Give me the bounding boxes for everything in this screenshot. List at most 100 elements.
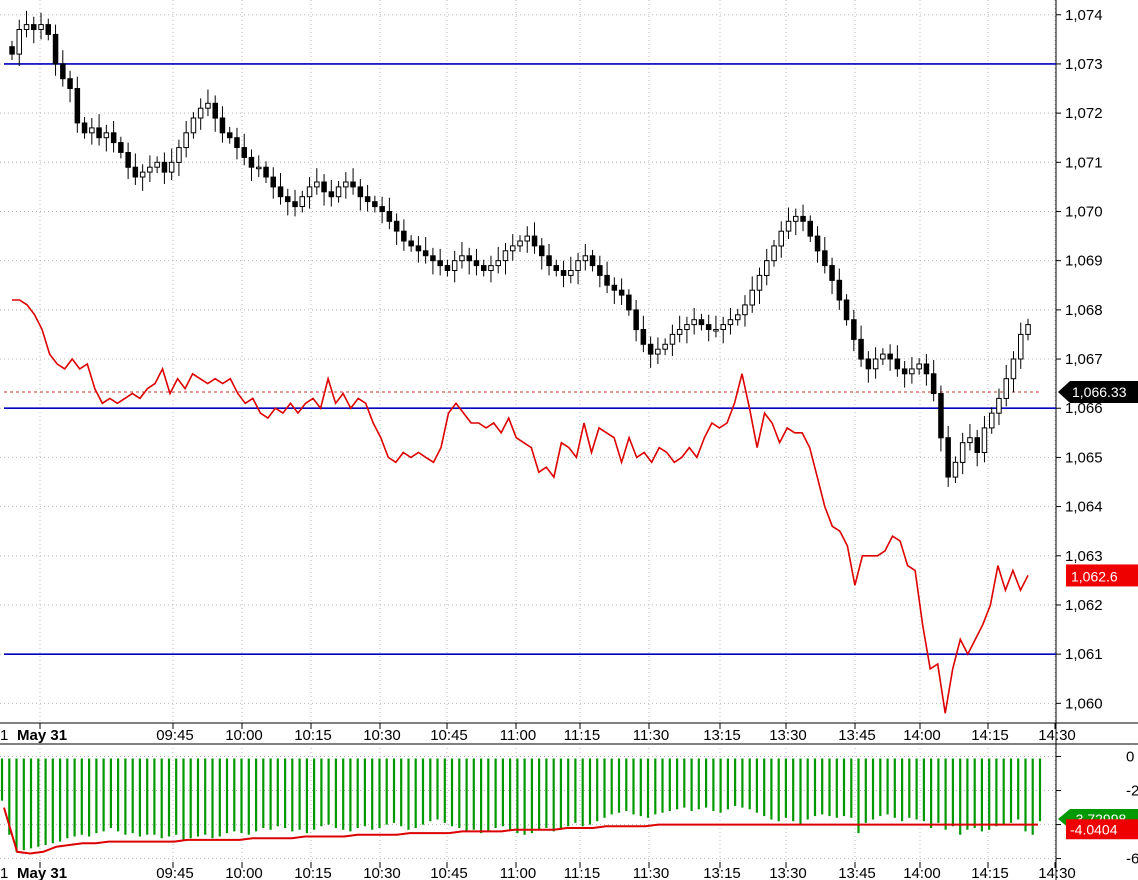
- candle-up: [1018, 333, 1024, 360]
- candle-down: [241, 147, 247, 158]
- candle-up: [676, 329, 683, 335]
- candle-down: [887, 353, 893, 360]
- x-tick-label-date: May 31: [17, 865, 67, 880]
- candle-down: [836, 279, 843, 301]
- y-tick-label: -6: [1126, 851, 1138, 868]
- candle-up: [568, 270, 574, 276]
- y-tick-label: 1,060: [1065, 695, 1103, 712]
- candle-up: [147, 166, 153, 173]
- candle-up: [967, 437, 973, 444]
- candle-down: [248, 156, 255, 168]
- candle-down: [270, 176, 276, 188]
- y-tick-label: 1,062: [1065, 597, 1103, 614]
- x-tick-label: 11:00: [500, 727, 536, 744]
- candle-down: [350, 181, 356, 188]
- candle-down: [640, 329, 647, 345]
- y-tick-label: 0: [1126, 749, 1134, 766]
- candle-up: [1025, 324, 1031, 335]
- x-tick-label: 11:30: [633, 727, 669, 744]
- candle-down: [328, 191, 335, 198]
- candle-up: [575, 260, 581, 272]
- candle-down: [31, 24, 37, 31]
- indicator-badge: -4.0404: [1070, 821, 1118, 837]
- y-tick-label: 1,064: [1065, 499, 1103, 516]
- x-tick-label: 11:15: [564, 865, 600, 880]
- candle-up: [495, 260, 501, 267]
- candle-down: [219, 117, 226, 134]
- indicator-line: [3, 807, 1038, 855]
- candle-down: [858, 338, 864, 360]
- candle-down: [444, 265, 451, 272]
- candle-down: [386, 211, 393, 222]
- candle-down: [829, 265, 835, 281]
- x-tick-label: 13:15: [703, 865, 741, 880]
- x-tick-label: 14:15: [971, 727, 1009, 744]
- candle-down: [379, 206, 385, 213]
- x-tick-label: 1: [0, 727, 8, 744]
- candle-up: [691, 319, 697, 326]
- horizontal-lines[interactable]: [4, 63, 1056, 655]
- x-tick-label: 14:00: [903, 865, 941, 880]
- candle-down: [604, 274, 610, 286]
- candle-up: [459, 255, 465, 262]
- candle-up: [916, 363, 922, 370]
- y-tick-label: 1,073: [1065, 56, 1103, 73]
- x-tick-label: 11:30: [633, 865, 669, 880]
- candle-up: [168, 161, 175, 173]
- x-tick-label: 13:30: [769, 865, 807, 880]
- price-x-axis: 1 May 31 09:45 10:00 10:15 10:30 10:45 11:00 11:…: [0, 723, 1076, 744]
- candle-down: [626, 294, 632, 311]
- candle-down: [52, 33, 59, 65]
- candle-down: [945, 437, 951, 478]
- candle-down: [292, 201, 298, 208]
- candle-up: [190, 117, 197, 134]
- x-tick-label: 10:00: [225, 727, 263, 744]
- comparison-line-layer: [12, 299, 1029, 714]
- candle-down: [938, 393, 944, 439]
- candle-up: [720, 324, 726, 331]
- candle-up: [756, 274, 763, 291]
- candle-down: [705, 324, 712, 331]
- candle-up: [139, 171, 146, 178]
- x-tick-label: 10:45: [430, 865, 468, 880]
- x-tick-label: 14:30: [1038, 865, 1076, 880]
- comparison-line: [12, 299, 1029, 714]
- last-price-badge: 1,066.33: [1072, 384, 1127, 400]
- candle-down: [807, 220, 813, 237]
- candle-up: [183, 132, 189, 149]
- x-tick-label: 13:30: [769, 727, 807, 744]
- candle-down: [408, 240, 414, 247]
- candle-up: [256, 166, 262, 170]
- candle-down: [618, 289, 625, 296]
- candle-up: [582, 255, 589, 262]
- candle-down: [597, 265, 603, 276]
- candle-down: [60, 63, 66, 80]
- candle-down: [125, 152, 131, 168]
- x-tick-label: 14:30: [1038, 727, 1076, 744]
- indicator-x-axis: 1 May 31 09:45 10:00 10:15 10:30 10:45 11:00 11:…: [0, 862, 1076, 880]
- candle-down: [822, 250, 828, 267]
- candle-down: [212, 102, 218, 119]
- candle-up: [909, 368, 915, 375]
- candle-down: [437, 260, 443, 267]
- y-tick-label: 1,067: [1065, 351, 1103, 368]
- candle-up: [713, 329, 719, 332]
- x-tick-label: 13:45: [838, 727, 876, 744]
- candle-down: [923, 363, 930, 375]
- comparison-last-badge-bg: [1066, 564, 1138, 587]
- candle-up: [176, 147, 182, 163]
- candle-up: [510, 245, 516, 252]
- candle-up: [785, 220, 792, 232]
- candle-up: [778, 230, 784, 247]
- candle-down: [539, 245, 545, 257]
- indicator-badges: -3.72998-4.0404: [1058, 808, 1138, 840]
- candle-down: [633, 309, 639, 331]
- candle-down: [422, 250, 429, 257]
- candle-up: [205, 102, 211, 109]
- candle-down: [865, 358, 872, 370]
- candle-up: [793, 215, 799, 222]
- candle-up: [38, 24, 44, 31]
- candle-down: [647, 343, 654, 355]
- candle-up: [1003, 378, 1009, 399]
